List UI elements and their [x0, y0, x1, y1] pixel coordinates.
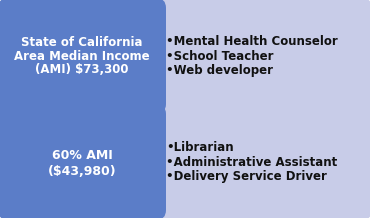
Text: •Mental Health Counselor: •Mental Health Counselor [166, 35, 338, 48]
Text: •Delivery Service Driver: •Delivery Service Driver [166, 170, 327, 183]
Text: 60% AMI: 60% AMI [52, 149, 112, 162]
FancyBboxPatch shape [0, 0, 370, 114]
Text: •Administrative Assistant: •Administrative Assistant [166, 155, 337, 169]
Text: •School Teacher: •School Teacher [166, 49, 273, 63]
FancyBboxPatch shape [0, 104, 166, 218]
Text: Area Median Income: Area Median Income [14, 49, 150, 63]
FancyBboxPatch shape [0, 0, 166, 114]
FancyBboxPatch shape [0, 104, 370, 218]
Text: ($43,980): ($43,980) [48, 165, 116, 178]
Text: State of California: State of California [21, 36, 143, 49]
Text: •Librarian: •Librarian [166, 141, 233, 154]
Text: •Web developer: •Web developer [166, 64, 273, 77]
Text: (AMI) $73,300: (AMI) $73,300 [35, 63, 129, 76]
